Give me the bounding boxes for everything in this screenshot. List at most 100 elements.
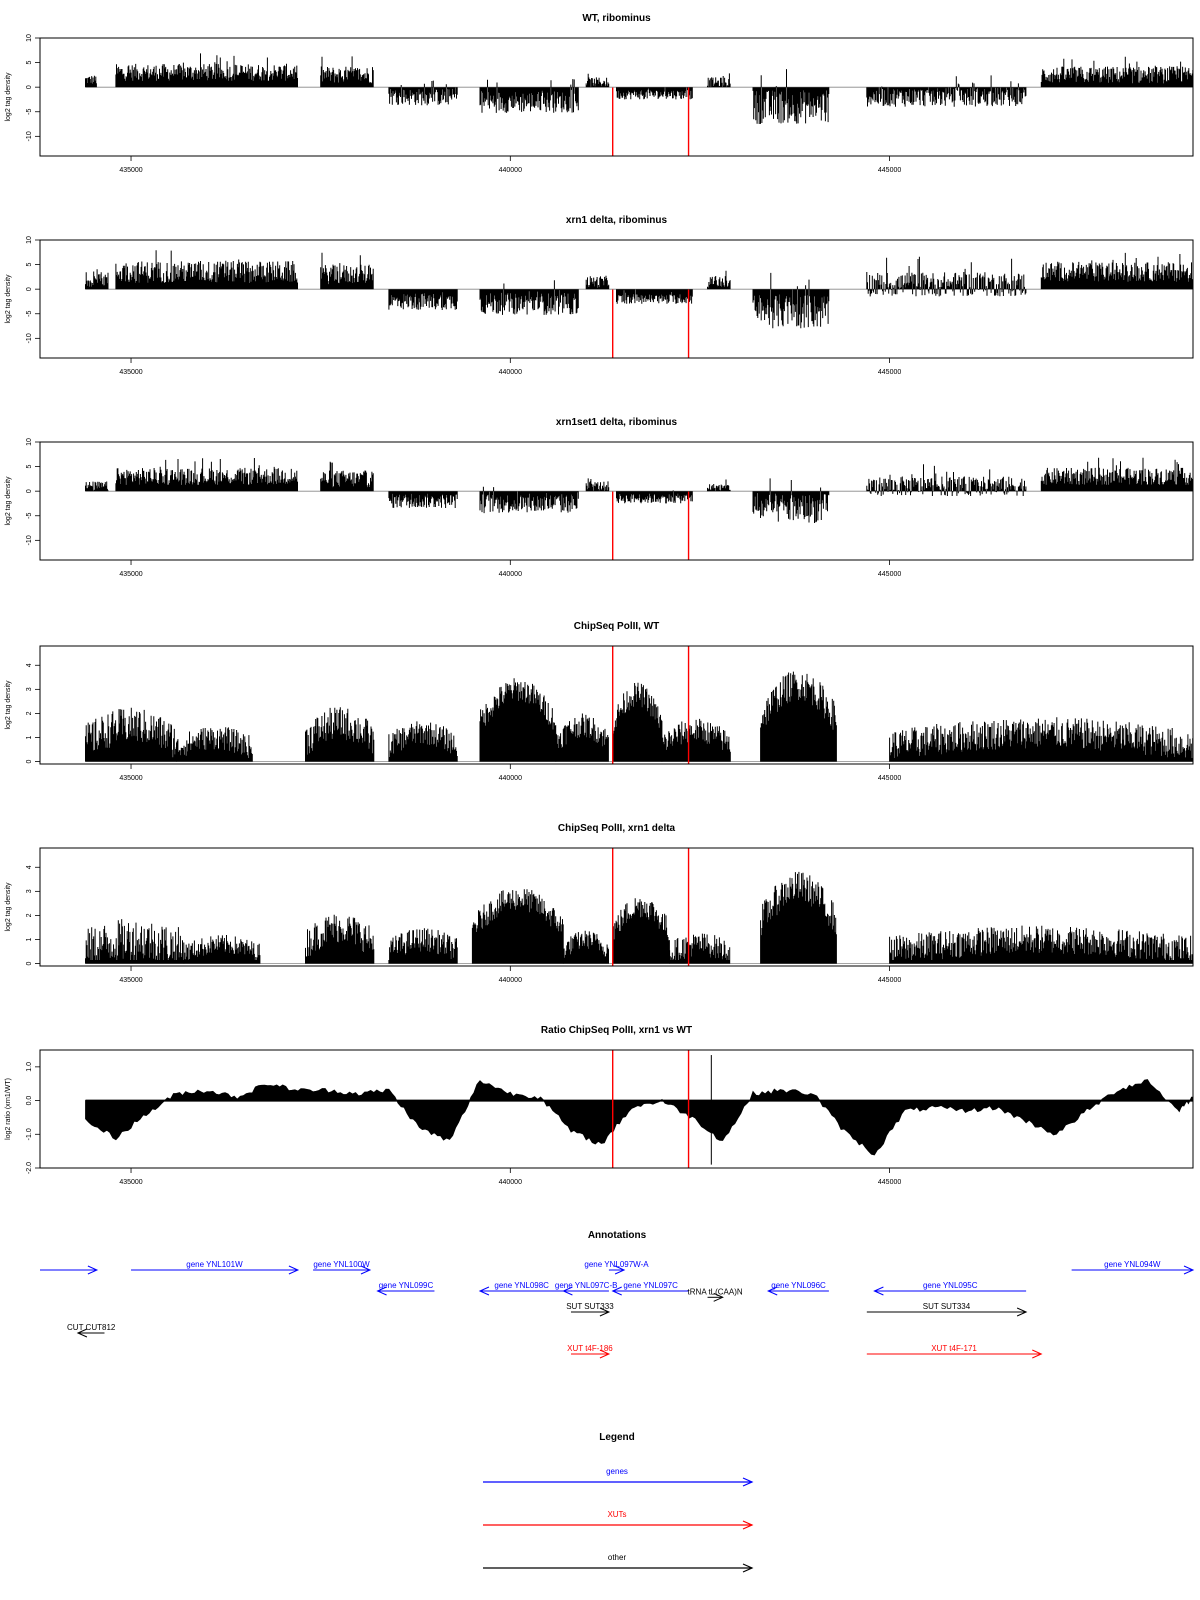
- bar-segment: [889, 717, 1193, 762]
- y-tick-label: -5: [26, 311, 33, 317]
- data-series: [85, 53, 1193, 124]
- feature-label: gene YNL099C: [379, 1281, 434, 1290]
- bar-segment: [1040, 252, 1193, 290]
- y-tick-label: 10: [26, 34, 33, 42]
- x-tick-label: 435000: [119, 775, 142, 782]
- bar-segment: [85, 481, 109, 492]
- plot-frame: [39, 441, 1194, 561]
- x-tick-label: 435000: [119, 571, 142, 578]
- x-tick-label: 445000: [878, 977, 901, 984]
- legend-arrow-head: [742, 1563, 754, 1573]
- feature-label: gene YNL095C: [923, 1281, 978, 1290]
- y-tick-label: 5: [26, 61, 33, 65]
- y-tick-label: 0: [26, 962, 33, 966]
- feature-label: gene YNL100W: [313, 1260, 370, 1269]
- y-axis-label: log2 tag density: [5, 476, 12, 526]
- arrow-head: [614, 1265, 626, 1275]
- x-tick-label: 440000: [499, 571, 522, 578]
- y-tick-label: -10: [26, 131, 33, 141]
- bar-segment: [388, 491, 458, 508]
- chart-panel-5: ChipSeq PolII, xrn1 delta log2 tag densit…: [5, 823, 1194, 984]
- arrow-head: [1032, 1349, 1043, 1359]
- bar-segment: [866, 256, 1027, 297]
- arrow-head: [766, 1286, 778, 1296]
- bar-segment: [85, 269, 109, 290]
- bar-segment: [616, 87, 693, 100]
- y-axis-label: log2 tag density: [5, 274, 12, 324]
- y-tick-label: 0: [26, 760, 33, 764]
- y-tick-label: 5: [26, 465, 33, 469]
- bar-segment: [1040, 56, 1193, 88]
- x-tick-label: 440000: [499, 775, 522, 782]
- bar-segment: [305, 914, 375, 964]
- plot-frame: [39, 239, 1194, 359]
- plot-frame: [39, 847, 1194, 967]
- y-axis-label: log2 tag density: [5, 882, 12, 932]
- bar-segment: [585, 478, 610, 492]
- chart-panel-3: xrn1set1 delta, ribominus log2 tag densit…: [5, 417, 1194, 578]
- data-series: [85, 457, 1193, 523]
- bar-segment: [479, 678, 557, 762]
- x-tick-label: 440000: [499, 369, 522, 376]
- x-tick-label: 435000: [119, 1179, 142, 1186]
- bar-segment: [320, 56, 374, 88]
- plot-frame: [39, 645, 1194, 765]
- x-tick-label: 445000: [878, 1179, 901, 1186]
- bar-segment: [752, 272, 830, 329]
- legend-arrow-head: [742, 1520, 754, 1530]
- y-axis-label: log2 tag density: [5, 72, 12, 122]
- legend-label: genes: [606, 1467, 628, 1476]
- data-series: [85, 871, 1193, 964]
- bar-segment: [616, 289, 693, 304]
- bar-segment: [115, 458, 298, 492]
- bar-segment: [562, 930, 609, 964]
- y-tick-label: 1.0: [26, 1062, 33, 1072]
- arrow-head: [873, 1286, 884, 1296]
- bar-segment: [866, 75, 1027, 107]
- bar-segment: [585, 275, 610, 290]
- y-tick-label: 10: [26, 236, 33, 244]
- bar-segment: [585, 73, 610, 88]
- arrow-head: [562, 1286, 573, 1296]
- bar-segment: [760, 671, 837, 762]
- y-tick-label: 4: [26, 865, 33, 869]
- y-tick-label: 5: [26, 263, 33, 267]
- arrow-head: [713, 1292, 724, 1302]
- x-tick-label: 435000: [119, 977, 142, 984]
- data-series: [85, 1055, 1193, 1165]
- bar-segment: [320, 252, 374, 290]
- y-tick-label: -2.0: [26, 1162, 33, 1174]
- bar-segment: [612, 682, 663, 762]
- y-tick-label: 0: [26, 489, 33, 493]
- x-tick-label: 445000: [878, 571, 901, 578]
- bar-segment: [616, 490, 693, 504]
- chart-title: WT, ribominus: [582, 13, 651, 24]
- y-tick-label: 3: [26, 687, 33, 691]
- x-tick-label: 435000: [119, 167, 142, 174]
- bar-segment: [707, 73, 731, 88]
- chart-title: xrn1set1 delta, ribominus: [556, 417, 678, 428]
- feature-label: XUT t4F-186: [567, 1344, 613, 1353]
- feature-label: gene YNL094W: [1104, 1260, 1161, 1269]
- y-tick-label: 3: [26, 889, 33, 893]
- legend-arrow-head: [742, 1477, 754, 1487]
- feature-label: gene YNL096C: [771, 1281, 826, 1290]
- y-tick-label: 0: [26, 85, 33, 89]
- x-tick-label: 440000: [499, 1179, 522, 1186]
- arrow-head: [87, 1265, 99, 1275]
- bar-segment: [555, 713, 609, 762]
- bar-segment: [388, 928, 458, 964]
- arrow-head: [599, 1307, 611, 1317]
- bar-segment: [889, 925, 1193, 964]
- bar-segment: [388, 80, 458, 106]
- bar-segment: [471, 889, 564, 964]
- bar-segment: [320, 461, 374, 492]
- x-tick-label: 445000: [878, 775, 901, 782]
- bar-segment: [612, 898, 670, 964]
- x-tick-label: 440000: [499, 167, 522, 174]
- bar-segment: [388, 289, 458, 310]
- x-tick-label: 445000: [878, 369, 901, 376]
- chart-panel-4: ChipSeq PolII, WT log2 tag density 0 1 2 3 4 43…: [5, 621, 1194, 782]
- data-series: [85, 671, 1193, 762]
